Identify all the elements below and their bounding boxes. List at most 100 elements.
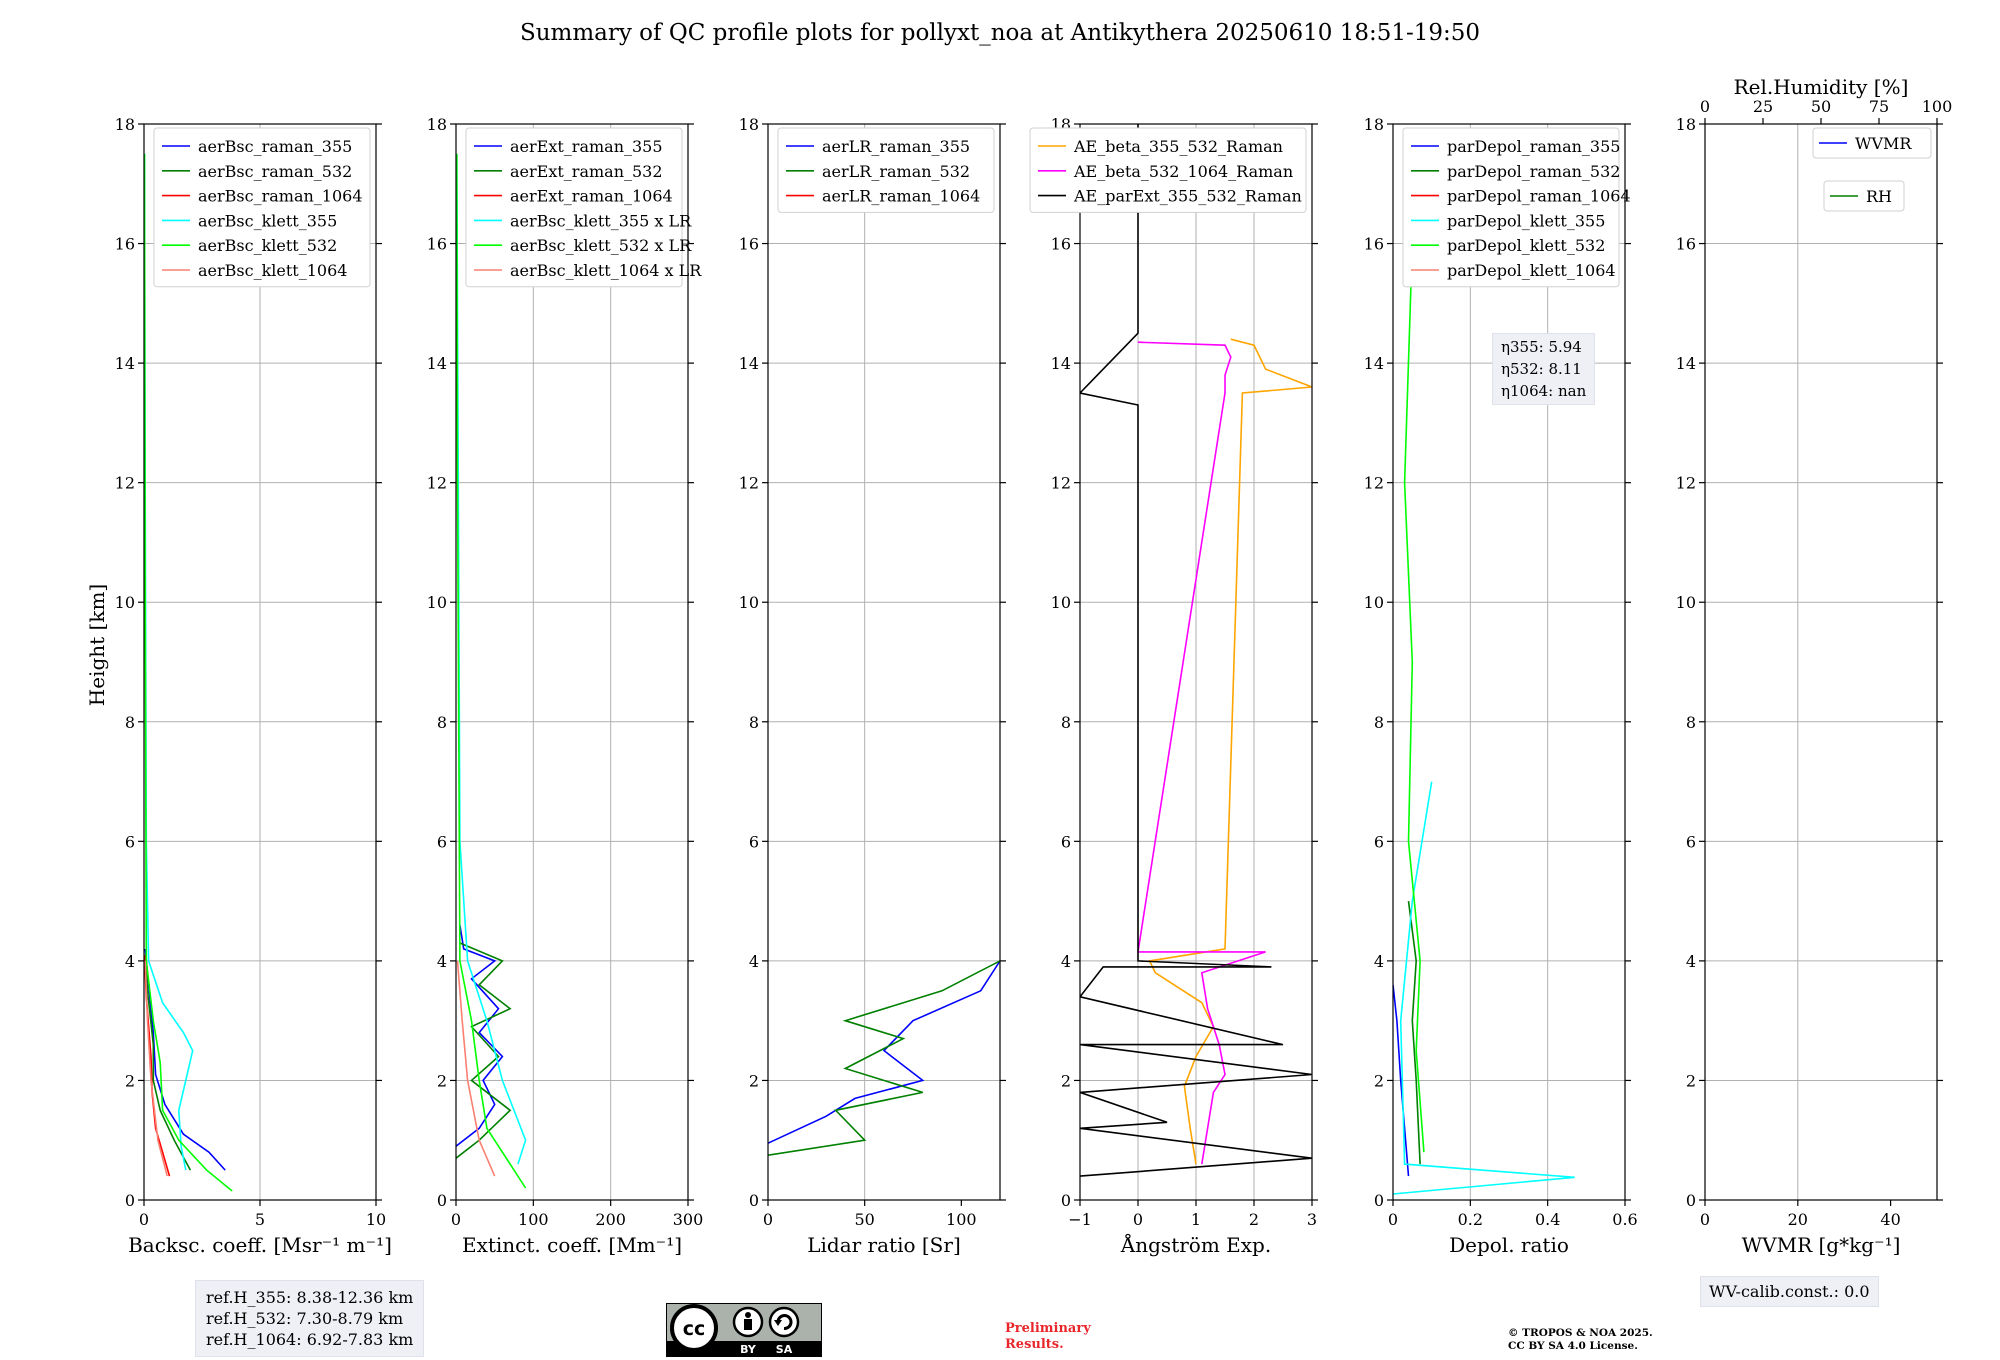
legend-box <box>1812 127 1932 159</box>
y-tick-label: 14 <box>427 354 447 373</box>
x-tick-label: 0.4 <box>1535 1210 1560 1229</box>
y-tick-label: 2 <box>437 1071 447 1090</box>
series-line-5-5 <box>1403 243 1425 1153</box>
x-tick-label: 3 <box>1307 1210 1317 1229</box>
y-tick-label: 18 <box>115 115 135 134</box>
y-tick-label: 10 <box>1676 593 1696 612</box>
reference-heights-box: ref.H_355: 8.38-12.36 km ref.H_532: 7.30… <box>195 1280 425 1357</box>
legend-entry: parDepol_klett_355 <box>1447 211 1605 230</box>
y-tick-label: 2 <box>1061 1071 1071 1090</box>
x-tick-label: 20 <box>1788 1210 1808 1229</box>
y-tick-label: 10 <box>115 593 135 612</box>
series-line-4-1 <box>1148 338 1312 1165</box>
y-tick-label: 4 <box>749 952 759 971</box>
y-tick-label: 16 <box>427 235 447 254</box>
series-line-1-5 <box>144 153 233 1192</box>
legend-entry: aerLR_raman_532 <box>822 162 970 181</box>
legend-entry: aerExt_raman_355 <box>510 137 663 156</box>
x-tick-label: 10 <box>366 1210 386 1229</box>
series-line-4-3 <box>1080 124 1312 1177</box>
legend-entry: aerExt_raman_532 <box>510 162 663 181</box>
y-tick-label: 0 <box>749 1191 759 1210</box>
series-line-2-1 <box>456 924 504 1147</box>
cc-by-sa-license-icon: cc BY SA <box>666 1303 822 1357</box>
y-tick-label: 0 <box>437 1191 447 1210</box>
x-axis-label: Lidar ratio [Sr] <box>807 1233 961 1257</box>
y-tick-label: 8 <box>125 713 135 732</box>
y-tick-label: 2 <box>125 1071 135 1090</box>
legend-entry: parDepol_raman_1064 <box>1447 187 1631 206</box>
sa-badge-text: SA <box>776 1343 793 1356</box>
y-tick-label: 8 <box>1686 713 1696 732</box>
x-tick-label: 5 <box>255 1210 265 1229</box>
legend-entry: AE_beta_355_532_Raman <box>1073 137 1283 156</box>
x-tick-label: 50 <box>854 1210 874 1229</box>
x-tick-label: 0 <box>1133 1210 1143 1229</box>
legend-entry: aerBsc_raman_355 <box>198 137 352 156</box>
series-line-5-4 <box>1393 781 1575 1195</box>
x-tick-label: 2 <box>1249 1210 1259 1229</box>
x2-tick-label: 0 <box>1700 97 1710 116</box>
y-tick-label: 10 <box>427 593 447 612</box>
series-line-1-2 <box>144 954 192 1171</box>
y-tick-label: 0 <box>125 1191 135 1210</box>
y-tick-label: 0 <box>1374 1191 1384 1210</box>
x2-tick-label: 75 <box>1869 97 1889 116</box>
y-tick-label: 10 <box>739 593 759 612</box>
series-line-2-6 <box>456 960 496 1177</box>
x-tick-label: 1 <box>1191 1210 1201 1229</box>
x-tick-label: 0 <box>1388 1210 1398 1229</box>
legend-box <box>1402 127 1620 288</box>
ref-height-355: ref.H_355: 8.38-12.36 km <box>206 1288 414 1307</box>
y-tick-label: 0 <box>1686 1191 1696 1210</box>
y-tick-label: 6 <box>1686 832 1696 851</box>
series-line-4-2 <box>1137 341 1266 1165</box>
y-tick-label: 2 <box>1374 1071 1384 1090</box>
legend-entry: aerBsc_klett_355 <box>198 211 337 230</box>
y-tick-label: 4 <box>125 952 135 971</box>
legend-entry: aerLR_raman_355 <box>822 137 970 156</box>
legend-entry: aerBsc_klett_1064 x LR <box>510 261 702 280</box>
y-tick-label: 8 <box>1061 713 1071 732</box>
legend-box <box>1823 180 1905 212</box>
y-tick-label: 12 <box>1364 474 1384 493</box>
legend-entry: aerBsc_raman_1064 <box>198 187 363 206</box>
x-tick-label: 100 <box>946 1210 977 1229</box>
y-tick-label: 12 <box>115 474 135 493</box>
legend-entry: aerBsc_klett_355 x LR <box>510 211 692 230</box>
x-tick-label: 0 <box>763 1210 773 1229</box>
legend-entry: RH <box>1866 187 1892 206</box>
axes-frame <box>767 123 1001 1201</box>
x2-axis-label: Rel.Humidity [%] <box>1734 75 1909 99</box>
x2-tick-label: 100 <box>1922 97 1953 116</box>
legend-entry: aerLR_raman_1064 <box>822 187 980 206</box>
x-tick-label: −1 <box>1068 1210 1092 1229</box>
legend-entry: AE_beta_532_1064_Raman <box>1073 162 1293 181</box>
x-axis-label: Ångström Exp. <box>1120 1232 1271 1257</box>
y-tick-label: 16 <box>1051 235 1071 254</box>
y-tick-label: 6 <box>1061 832 1071 851</box>
legend-entry: AE_parExt_355_532_Raman <box>1073 187 1302 206</box>
y-tick-label: 10 <box>1051 593 1071 612</box>
ref-height-532: ref.H_532: 7.30-8.79 km <box>206 1309 404 1328</box>
axes-frame <box>1704 123 1938 1201</box>
y-tick-label: 16 <box>1364 235 1384 254</box>
y-tick-label: 12 <box>1051 474 1071 493</box>
y-tick-label: 14 <box>1364 354 1384 373</box>
y-tick-label: 14 <box>1676 354 1696 373</box>
y-axis-label: Height [km] <box>85 584 109 706</box>
y-tick-label: 2 <box>749 1071 759 1090</box>
eta-355: η355: 5.94 <box>1501 338 1582 356</box>
y-tick-label: 8 <box>749 713 759 732</box>
y-tick-label: 6 <box>437 832 447 851</box>
x2-tick-label: 25 <box>1753 97 1773 116</box>
y-tick-label: 14 <box>115 354 135 373</box>
y-tick-label: 4 <box>1061 952 1071 971</box>
wv-calib-box: WV-calib.const.: 0.0 <box>1700 1276 1879 1307</box>
y-tick-label: 10 <box>1364 593 1384 612</box>
legend-entry: WVMR <box>1855 134 1912 153</box>
copyright-note: © TROPOS & NOA 2025. CC BY SA 4.0 Licens… <box>1508 1327 1653 1352</box>
